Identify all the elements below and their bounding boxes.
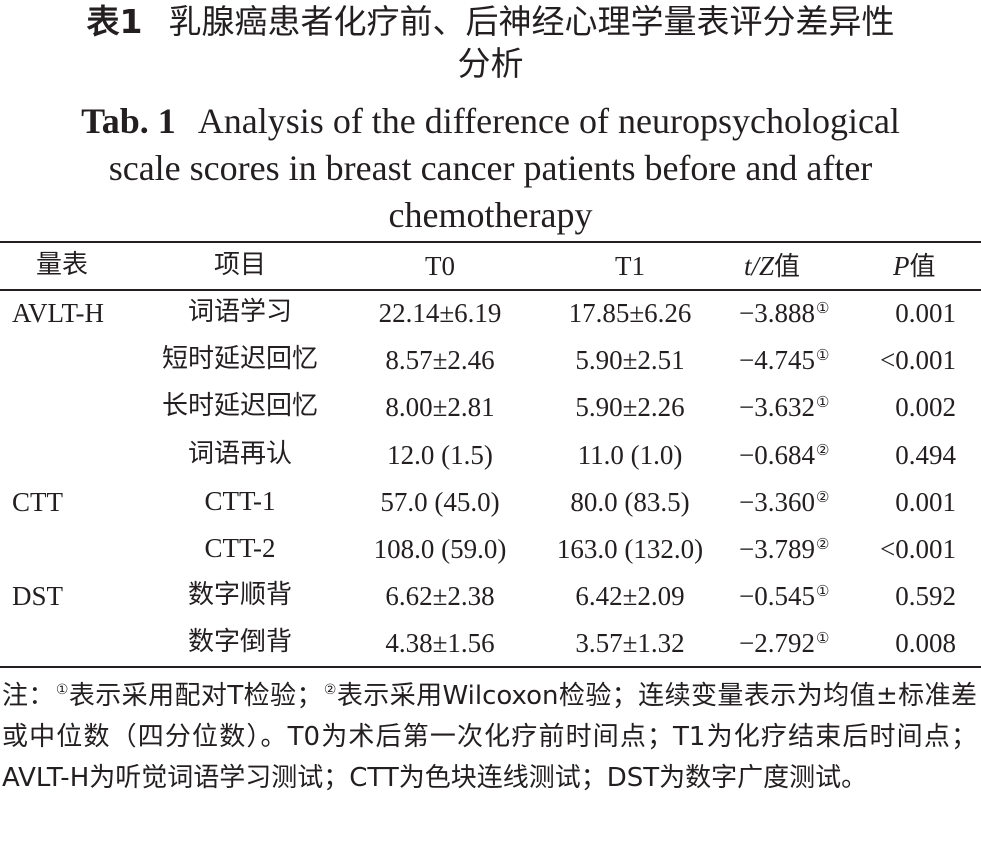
cell-scale: DST — [12, 581, 64, 612]
table-title-en-line1: Analysis of the difference of neuropsych… — [197, 101, 900, 141]
cell-stat: −3.632① — [739, 390, 829, 424]
table-footnote: 注：①表示采用配对T检验；②表示采用Wilcoxon检验；连续变量表示为均值±标… — [2, 676, 977, 799]
cell-stat: −2.792① — [739, 626, 829, 660]
cell-t1: 5.90±2.26 — [575, 392, 685, 423]
cell-item: 词语再认 — [187, 438, 292, 469]
header-stat-symbol: t/Z — [744, 251, 775, 281]
table-header-rule — [0, 289, 981, 291]
table-title-en-line3: chemotherapy — [388, 195, 593, 235]
cell-stat: −3.789② — [739, 532, 829, 566]
cell-t1: 17.85±6.26 — [568, 298, 692, 328]
header-t1: T1 — [615, 251, 645, 281]
cell-p-value: 0.592 — [895, 581, 956, 612]
header-scale: 量表 — [36, 250, 89, 280]
cell-t1: 11.0 (1.0) — [577, 439, 683, 470]
cell-p-value: <0.001 — [880, 345, 956, 376]
stat-test-mark: ① — [815, 584, 830, 601]
table-title-cn: 表1 乳腺癌患者化疗前、后神经心理学量表评分差异性 — [0, 2, 981, 42]
stat-test-mark: ① — [815, 301, 830, 317]
cell-p-value: <0.001 — [880, 534, 956, 564]
cell-item: CTT-2 — [204, 533, 276, 563]
cell-t0: 108.0 (59.0) — [373, 534, 507, 564]
cell-t0: 4.38±1.56 — [385, 628, 495, 659]
header-t0: T0 — [425, 251, 455, 281]
cell-t1: 163.0 (132.0) — [556, 534, 704, 564]
cell-t1: 6.42±2.09 — [575, 581, 685, 612]
table-title-en: Tab. 1 Analysis of the difference of neur… — [0, 98, 981, 144]
header-p-suffix: 值 — [909, 252, 936, 282]
cell-item: CTT-1 — [204, 485, 276, 516]
cell-stat: −4.745① — [739, 343, 829, 377]
stat-test-mark: ① — [815, 631, 830, 648]
cell-item: 词语学习 — [187, 297, 292, 327]
stat-value: −0.684 — [739, 439, 815, 470]
cell-t0: 6.62±2.38 — [385, 581, 495, 612]
stat-test-mark: ① — [815, 395, 830, 412]
footnote-part-2: 表示采用Wilcoxon检验；连续变量表示为均值±标准差或中位数（四分位数）。T… — [2, 681, 977, 793]
stat-test-mark: ① — [815, 348, 830, 365]
cell-t0: 8.57±2.46 — [385, 345, 495, 376]
table-title-cn-line1: 乳腺癌患者化疗前、后神经心理学量表评分差异性 — [168, 2, 895, 41]
cell-p-value: 0.001 — [895, 298, 956, 328]
cell-stat: −3.888① — [739, 296, 829, 330]
footnote-mark-1: ① — [55, 682, 69, 698]
header-p-symbol: P — [893, 251, 910, 281]
cell-t1: 5.90±2.51 — [575, 345, 685, 376]
table-top-rule — [0, 241, 981, 243]
cell-t0: 22.14±6.19 — [378, 298, 502, 328]
cell-t0: 57.0 (45.0) — [380, 486, 500, 517]
stat-value: −3.789 — [739, 534, 815, 564]
cell-t1: 80.0 (83.5) — [570, 486, 690, 517]
table-title-cn-line2: 分析 — [457, 44, 524, 83]
table-bottom-rule — [0, 666, 981, 668]
cell-stat: −3.360② — [739, 485, 829, 519]
header-stat: t/Z值 — [744, 249, 800, 284]
stat-value: −3.888 — [739, 298, 815, 328]
cell-p-value: 0.008 — [895, 628, 956, 659]
cell-stat: −0.545① — [739, 579, 829, 613]
cell-scale: CTT — [12, 486, 63, 517]
cell-item: 短时延迟回忆 — [161, 344, 318, 375]
cell-p-value: 0.001 — [895, 486, 956, 517]
cell-stat: −0.684② — [739, 438, 829, 472]
stat-test-mark: ② — [815, 537, 830, 553]
header-p: P值 — [893, 249, 936, 284]
cell-item: 长时延迟回忆 — [161, 391, 318, 422]
table-title-en-line2: scale scores in breast cancer patients b… — [108, 148, 873, 188]
header-item: 项目 — [213, 250, 266, 280]
cell-item: 数字倒背 — [187, 627, 292, 658]
cell-p-value: 0.494 — [895, 439, 956, 470]
stat-value: −4.745 — [739, 345, 815, 376]
footnote-part-1: 表示采用配对T检验； — [68, 681, 323, 711]
stat-test-mark: ② — [815, 442, 830, 459]
header-stat-suffix: 值 — [774, 252, 801, 282]
cell-p-value: 0.002 — [895, 392, 956, 423]
table-label-cn: 表1 — [86, 2, 143, 41]
stat-value: −3.632 — [739, 392, 815, 423]
footnote-prefix: 注： — [2, 681, 55, 711]
stat-value: −3.360 — [739, 486, 815, 517]
table-label-en: Tab. 1 — [81, 101, 176, 141]
stat-value: −0.545 — [739, 581, 815, 612]
cell-t1: 3.57±1.32 — [575, 628, 685, 659]
cell-item: 数字顺背 — [187, 580, 292, 611]
cell-t0: 12.0 (1.5) — [387, 439, 493, 470]
cell-t0: 8.00±2.81 — [385, 392, 495, 423]
stat-test-mark: ② — [815, 489, 830, 506]
footnote-mark-2: ② — [323, 682, 337, 698]
stat-value: −2.792 — [739, 628, 815, 659]
cell-scale: AVLT-H — [12, 298, 105, 328]
